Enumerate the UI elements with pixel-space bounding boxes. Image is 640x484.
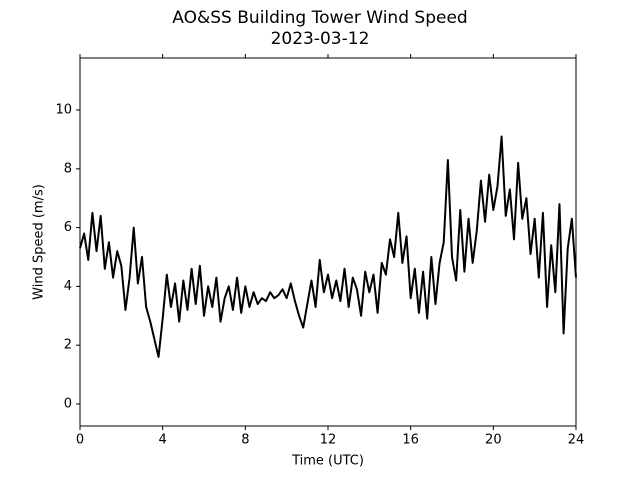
y-tick-label: 6 (64, 220, 72, 235)
x-tick-label: 4 (159, 433, 167, 448)
x-tick-label: 0 (76, 433, 84, 448)
chart-title: AO&SS Building Tower Wind Speed (172, 8, 467, 28)
x-tick-label: 12 (320, 433, 337, 448)
y-tick-label: 4 (64, 279, 72, 294)
y-tick-label: 8 (64, 161, 72, 176)
x-tick-label: 24 (568, 433, 585, 448)
y-tick-label: 0 (64, 396, 72, 411)
y-tick-label: 2 (64, 338, 72, 353)
chart-subtitle: 2023-03-12 (271, 29, 370, 49)
x-tick-label: 16 (402, 433, 419, 448)
plot-frame (79, 57, 577, 427)
x-tick-label: 8 (241, 433, 249, 448)
y-tick-label: 10 (55, 103, 72, 118)
data-line (79, 135, 577, 358)
y-axis-label: Wind Speed (m/s) (32, 184, 47, 300)
x-tick-label: 20 (485, 433, 502, 448)
x-axis-label: Time (UTC) (291, 454, 364, 469)
